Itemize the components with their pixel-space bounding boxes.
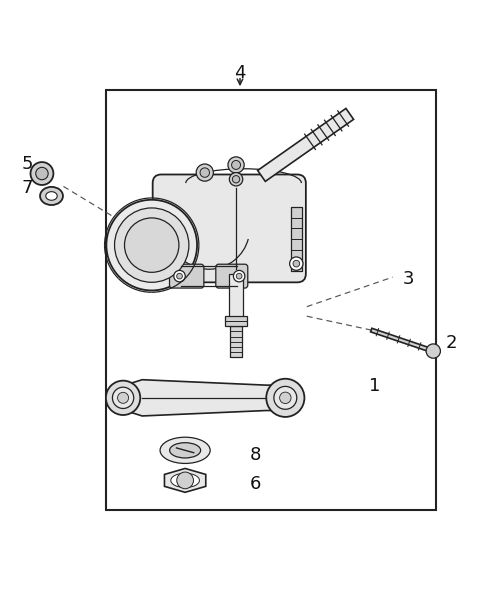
Text: 6: 6 bbox=[250, 475, 261, 493]
Text: 7: 7 bbox=[22, 179, 34, 197]
Circle shape bbox=[293, 260, 300, 267]
Circle shape bbox=[266, 379, 304, 417]
Circle shape bbox=[196, 164, 214, 181]
Polygon shape bbox=[119, 380, 289, 416]
Circle shape bbox=[426, 344, 441, 358]
Circle shape bbox=[232, 176, 240, 183]
Circle shape bbox=[36, 167, 48, 180]
Ellipse shape bbox=[46, 191, 57, 200]
Bar bbox=[225, 316, 247, 326]
Circle shape bbox=[274, 386, 297, 409]
Circle shape bbox=[112, 387, 134, 409]
Circle shape bbox=[289, 257, 303, 271]
Polygon shape bbox=[165, 469, 206, 493]
Circle shape bbox=[115, 208, 189, 282]
Ellipse shape bbox=[171, 473, 199, 488]
Bar bbox=[291, 207, 301, 271]
FancyBboxPatch shape bbox=[169, 264, 204, 288]
Ellipse shape bbox=[40, 187, 63, 205]
Bar bbox=[107, 90, 436, 510]
Circle shape bbox=[280, 392, 291, 404]
Circle shape bbox=[233, 271, 245, 282]
Polygon shape bbox=[371, 328, 434, 353]
Circle shape bbox=[124, 218, 179, 272]
Text: 3: 3 bbox=[402, 269, 414, 287]
Circle shape bbox=[200, 168, 209, 178]
Bar bbox=[229, 274, 243, 326]
Circle shape bbox=[228, 157, 244, 173]
Text: 2: 2 bbox=[445, 334, 456, 352]
Circle shape bbox=[174, 271, 185, 282]
Circle shape bbox=[106, 380, 140, 415]
Circle shape bbox=[236, 273, 242, 279]
Text: 8: 8 bbox=[250, 446, 261, 464]
Circle shape bbox=[177, 472, 193, 489]
Circle shape bbox=[107, 200, 197, 290]
Circle shape bbox=[232, 160, 240, 169]
Circle shape bbox=[31, 162, 53, 185]
FancyBboxPatch shape bbox=[153, 175, 306, 283]
Circle shape bbox=[118, 392, 129, 403]
Ellipse shape bbox=[160, 437, 210, 463]
Circle shape bbox=[177, 273, 182, 279]
Polygon shape bbox=[258, 109, 354, 181]
FancyBboxPatch shape bbox=[216, 264, 248, 288]
Text: 1: 1 bbox=[369, 377, 380, 395]
Text: 5: 5 bbox=[22, 155, 34, 173]
Ellipse shape bbox=[169, 443, 201, 458]
Bar bbox=[230, 326, 242, 357]
Circle shape bbox=[229, 173, 243, 186]
Text: 4: 4 bbox=[234, 64, 246, 82]
